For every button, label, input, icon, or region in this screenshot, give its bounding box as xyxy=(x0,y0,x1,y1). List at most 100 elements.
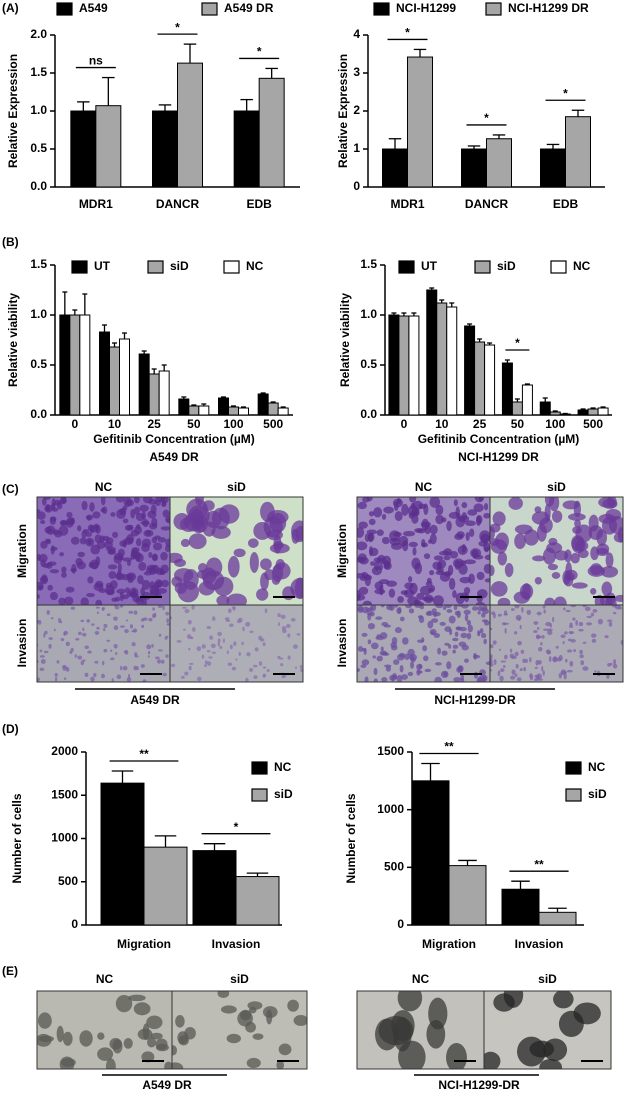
cell-blob xyxy=(383,624,391,628)
cell-blob xyxy=(140,520,150,526)
cell-blob xyxy=(183,628,186,631)
cell-blob xyxy=(204,664,207,668)
cell-blob xyxy=(490,663,494,667)
cell-blob xyxy=(49,516,56,525)
cell-blob xyxy=(546,542,563,554)
cell-blob xyxy=(412,547,417,556)
cell-blob xyxy=(245,621,251,627)
legend-swatch xyxy=(251,761,268,775)
cell-blob xyxy=(242,626,245,632)
cell-blob xyxy=(471,606,479,611)
cell-blob xyxy=(182,606,187,609)
bar xyxy=(521,384,533,416)
cell-blob xyxy=(539,1058,563,1069)
cell-blob xyxy=(147,655,150,658)
cell-blob xyxy=(410,502,416,510)
cell-blob xyxy=(294,577,303,599)
cell-blob xyxy=(63,596,74,605)
cell-blob xyxy=(383,506,394,514)
cell-blob xyxy=(225,619,231,622)
cell-blob xyxy=(452,644,459,649)
cell-blob xyxy=(393,531,402,537)
cell-blob xyxy=(65,519,74,528)
cell-blob xyxy=(197,676,202,682)
legend-swatch xyxy=(398,260,415,274)
bar xyxy=(577,409,589,416)
bar xyxy=(484,344,496,416)
cell-blob xyxy=(281,626,287,631)
cell-blob xyxy=(453,558,464,568)
cell-blob xyxy=(466,619,472,626)
bar xyxy=(388,314,400,416)
cell-blob xyxy=(481,612,486,618)
cell-blob xyxy=(473,654,481,659)
cell-blob xyxy=(140,664,145,668)
bar xyxy=(152,110,178,188)
cell-blob xyxy=(56,1025,64,1043)
y-tick-label: 1 xyxy=(353,141,360,155)
cell-blob xyxy=(86,593,95,598)
y-tick-label: 500 xyxy=(384,860,404,874)
cell-blob xyxy=(54,499,62,506)
cell-blob xyxy=(564,549,572,563)
cell-blob xyxy=(93,582,104,591)
micrograph xyxy=(357,605,490,682)
significance-label: ** xyxy=(534,857,544,871)
cell-blob xyxy=(173,513,191,530)
legend-swatch xyxy=(474,260,491,274)
cell-blob xyxy=(435,605,444,609)
cell-blob xyxy=(280,614,286,619)
y-tick-label: 1.5 xyxy=(360,257,377,271)
cell-blob xyxy=(573,649,577,653)
cell-blob xyxy=(44,526,53,534)
cell-blob xyxy=(227,555,240,578)
cell-blob xyxy=(448,577,456,590)
cell-blob xyxy=(94,660,99,664)
cell-blob xyxy=(414,528,424,533)
cell-blob xyxy=(370,561,376,566)
cell-blob xyxy=(538,646,543,652)
cell-blob xyxy=(417,670,423,674)
cell-blob xyxy=(482,605,488,611)
cell-blob xyxy=(275,558,285,571)
cell-blob xyxy=(449,551,459,559)
cell-blob xyxy=(123,497,132,507)
cell-blob xyxy=(555,645,559,649)
cell-blob xyxy=(357,527,365,538)
bar xyxy=(177,62,203,188)
x-tick-label: 50 xyxy=(187,417,201,431)
cell-blob xyxy=(154,656,160,660)
cell-blob xyxy=(87,650,92,654)
cell-blob xyxy=(620,640,623,645)
cell-blob xyxy=(143,529,154,537)
panel-label: (A) xyxy=(2,1,19,15)
micrograph xyxy=(170,605,303,682)
cell-blob xyxy=(235,658,238,661)
row-label: Invasion xyxy=(335,619,349,668)
cell-blob xyxy=(484,1051,501,1069)
cell-blob xyxy=(357,541,368,551)
cell-blob xyxy=(106,639,111,642)
cell-blob xyxy=(443,671,448,677)
bar xyxy=(109,346,120,416)
x-tick-label: 500 xyxy=(583,417,603,431)
cell-blob xyxy=(380,605,385,608)
cell-blob xyxy=(429,533,437,545)
significance-label: ** xyxy=(139,747,149,761)
cell-blob xyxy=(408,541,418,548)
cell-blob xyxy=(208,656,213,659)
x-tick-label: 25 xyxy=(147,417,161,431)
cell-blob xyxy=(361,659,370,666)
cell-blob xyxy=(373,507,383,518)
cell-blob xyxy=(187,619,192,625)
cell-blob xyxy=(567,649,573,653)
cell-blob xyxy=(536,626,540,630)
significance-label: * xyxy=(515,336,520,350)
cell-blob xyxy=(529,673,533,679)
cell-blob xyxy=(238,651,241,657)
panel-label: (B) xyxy=(2,235,19,249)
cell-blob xyxy=(614,605,621,610)
cell-blob xyxy=(107,564,118,570)
cell-blob xyxy=(188,533,207,550)
cell-blob xyxy=(524,658,528,664)
